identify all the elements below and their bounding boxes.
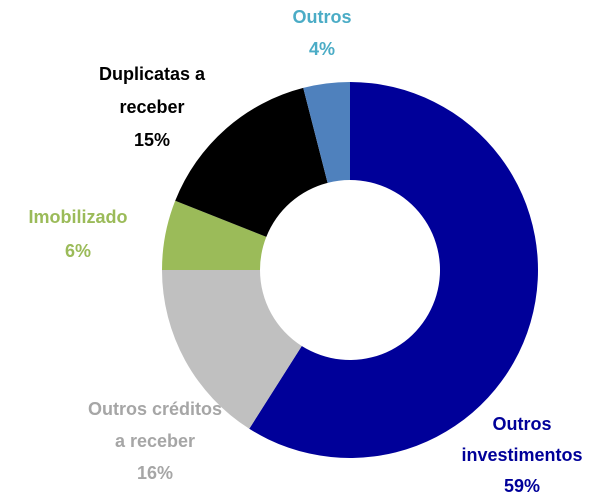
category-label: Outros créditos a receber <box>88 399 222 451</box>
slice-label: Outros 4% <box>292 7 351 59</box>
value-label: 4% <box>309 39 335 59</box>
donut-slice <box>162 200 267 270</box>
donut-slice <box>249 82 538 458</box>
value-label: 15% <box>134 130 170 150</box>
category-label: Imobilizado <box>29 207 128 227</box>
slice-label: Outros créditos a receber 16% <box>88 399 222 483</box>
value-label: 6% <box>65 241 91 261</box>
category-label: Outros <box>292 7 351 27</box>
category-label: Duplicatas a receber <box>99 64 206 117</box>
slice-label: Outros investimentos 59% <box>461 414 582 496</box>
category-label: Outros investimentos <box>461 414 582 465</box>
value-label: 16% <box>137 463 173 483</box>
value-label: 59% <box>504 476 540 496</box>
donut-slice <box>175 87 328 237</box>
slice-label: Duplicatas a receber 15% <box>99 64 206 150</box>
donut-slice <box>303 82 350 183</box>
slice-label: Imobilizado 6% <box>29 207 128 261</box>
donut-slice <box>162 270 302 429</box>
